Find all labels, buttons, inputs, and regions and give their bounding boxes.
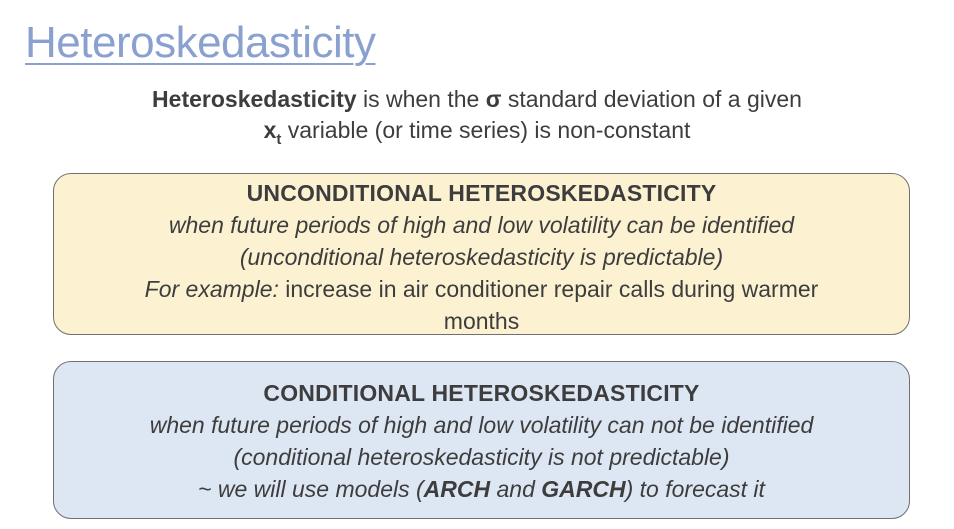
variable-subscript: t (276, 131, 282, 148)
conditional-line-3: ~ we will use models (ARCH and GARCH) to… (54, 473, 909, 505)
unconditional-line-1: when future periods of high and low vola… (168, 212, 795, 238)
unconditional-example-cont: months (443, 308, 520, 334)
example-text: increase in air conditioner repair calls… (278, 276, 819, 302)
definition-text-a: is when the (356, 86, 486, 112)
example-label: For example: (144, 276, 279, 302)
conditional-box: CONDITIONAL HETEROSKEDASTICITY when futu… (53, 361, 910, 519)
variable-x: x (263, 117, 277, 143)
definition-text-b: standard deviation of a given (501, 86, 802, 112)
definition-text-c: variable (or time series) is non-constan… (281, 117, 691, 143)
definition-line-2: xt variable (or time series) is non-cons… (0, 115, 954, 155)
arch-model: ARCH (423, 476, 491, 502)
line3-c: ) to forecast it (625, 476, 765, 502)
conditional-line-1: when future periods of high and low vola… (149, 412, 814, 438)
conditional-heading: CONDITIONAL HETEROSKEDASTICITY (263, 380, 700, 406)
line3-b: and (490, 476, 542, 502)
unconditional-heading: UNCONDITIONAL HETEROSKEDASTICITY (246, 180, 717, 206)
unconditional-example: For example: increase in air conditioner… (54, 273, 909, 305)
sigma-symbol: σ (485, 86, 502, 112)
definition-text: Heteroskedasticity is when the σ standar… (0, 84, 954, 155)
conditional-line-2: (conditional heteroskedasticity is not p… (233, 444, 730, 470)
unconditional-box: UNCONDITIONAL HETEROSKEDASTICITY when fu… (53, 173, 910, 335)
line3-a: ~ we will use models ( (198, 476, 424, 502)
slide-title: Heteroskedasticity (25, 18, 376, 67)
definition-line-1: Heteroskedasticity is when the σ standar… (0, 84, 954, 115)
unconditional-line-2: (unconditional heteroskedasticity is pre… (239, 244, 724, 270)
definition-term: Heteroskedasticity (152, 86, 357, 112)
garch-model: GARCH (541, 476, 626, 502)
